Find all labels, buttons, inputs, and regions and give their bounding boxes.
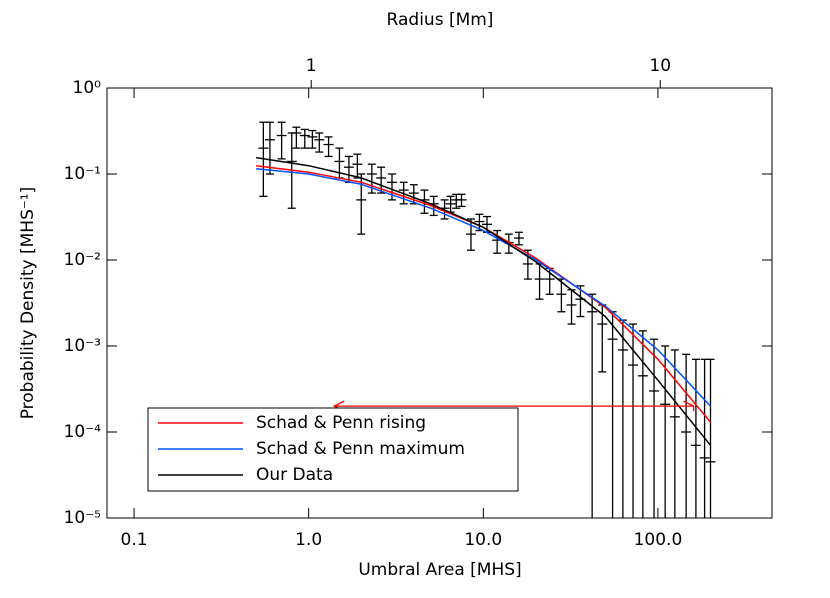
data-point xyxy=(705,358,716,518)
data-point xyxy=(343,155,354,183)
y-tick-label: 10⁻⁵ xyxy=(64,508,101,528)
y-tick-label: 10⁰ xyxy=(73,78,102,98)
data-point xyxy=(534,263,545,300)
y-tick-label: 10⁻³ xyxy=(64,336,101,356)
data-point xyxy=(628,323,639,518)
data-point xyxy=(291,126,302,149)
data-point xyxy=(465,218,476,251)
data-point xyxy=(456,193,467,208)
legend-label: Schad & Penn maximum xyxy=(256,439,465,459)
legend-label: Our Data xyxy=(256,465,333,485)
data-point xyxy=(587,293,598,518)
data-point xyxy=(690,358,701,518)
top-tick-label: 10 xyxy=(649,56,671,76)
data-point xyxy=(681,353,692,518)
x-axis-label: Umbral Area [MHS] xyxy=(358,560,521,580)
plot-area xyxy=(255,121,716,518)
data-point xyxy=(299,128,310,149)
data-point xyxy=(649,338,660,518)
data-point xyxy=(264,121,275,175)
data-point xyxy=(276,121,287,160)
data-point xyxy=(314,132,325,153)
top-axis-label: Radius [Mm] xyxy=(387,10,494,30)
x-tick-label: 100.0 xyxy=(634,530,683,550)
x-tick-label: 1.0 xyxy=(295,530,322,550)
data-point xyxy=(617,319,628,518)
data-point xyxy=(445,195,456,213)
data-point xyxy=(669,349,680,518)
series-line xyxy=(256,168,712,407)
y-axis-label: Probability Density [MHS⁻¹] xyxy=(18,187,38,420)
y-tick-label: 10⁻² xyxy=(64,250,101,270)
data-point xyxy=(637,330,648,518)
data-point xyxy=(566,289,577,325)
y-tick-label: 10⁻⁴ xyxy=(64,422,102,442)
arrow-head xyxy=(683,400,695,412)
plot-frame xyxy=(106,87,773,519)
series-line xyxy=(255,156,712,446)
data-point xyxy=(699,358,710,518)
data-point xyxy=(323,136,334,158)
y-tick-label: 10⁻¹ xyxy=(64,164,101,184)
data-point xyxy=(607,311,618,518)
legend-label: Schad & Penn rising xyxy=(256,413,426,433)
data-point xyxy=(660,345,671,518)
data-point xyxy=(513,231,524,246)
data-point xyxy=(307,129,318,149)
top-tick-label: 1 xyxy=(306,56,317,76)
x-tick-label: 0.1 xyxy=(121,530,148,550)
x-tick-label: 10.0 xyxy=(464,530,502,550)
